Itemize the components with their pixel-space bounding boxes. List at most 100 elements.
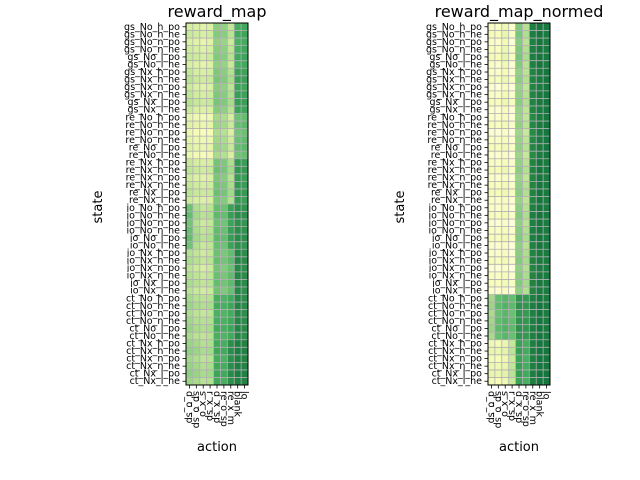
- y-tick-label: ct_Nx_l_po: [432, 369, 483, 380]
- heatmap-cell: [501, 347, 509, 356]
- heatmap-cell: [536, 332, 544, 341]
- heatmap-cell: [494, 211, 503, 220]
- heatmap-cell: [234, 294, 242, 303]
- heatmap-cell: [234, 196, 242, 205]
- heatmap-cell: [220, 302, 228, 310]
- heatmap-cell: [494, 204, 503, 212]
- heatmap-cell: [186, 151, 194, 160]
- heatmap-cell: [494, 249, 503, 258]
- heatmap-cell: [213, 317, 221, 325]
- heatmap-cell: [234, 249, 242, 258]
- heatmap-cell: [220, 173, 228, 182]
- heatmap-cell: [536, 75, 544, 84]
- heatmap-cell: [529, 211, 537, 220]
- heatmap-cell: [186, 219, 194, 227]
- heatmap-cell: [508, 377, 516, 386]
- heatmap-cell: [529, 286, 537, 295]
- heatmap-cell: [192, 38, 201, 46]
- heatmap-cell: [234, 332, 242, 341]
- heatmap-cell: [508, 271, 516, 280]
- heatmap-cell: [529, 256, 537, 265]
- heatmap-cell: [522, 83, 530, 92]
- y-tick-label: gs_No_h_ne: [124, 29, 180, 40]
- y-tick-label: gs_No_n_ne: [124, 44, 180, 55]
- heatmap-cell: [227, 286, 235, 295]
- heatmap-cell: [529, 339, 537, 348]
- y-tick-label: re_Nx_n_ne: [126, 180, 181, 191]
- heatmap-cell: [192, 23, 201, 31]
- heatmap-cell: [227, 83, 235, 92]
- heatmap-cell: [488, 302, 496, 310]
- heatmap-cell: [515, 121, 523, 129]
- heatmap-cell: [241, 166, 249, 175]
- heatmap-cell: [227, 23, 235, 31]
- heatmap-cell: [206, 83, 214, 92]
- heatmap-cell: [529, 75, 537, 84]
- heatmap-cell: [543, 196, 551, 205]
- heatmap-cell: [192, 83, 201, 92]
- heatmap-cell: [515, 302, 523, 310]
- x-tick-label: blank: [534, 391, 545, 418]
- heatmap-cell: [213, 226, 221, 235]
- heatmap-cell: [508, 211, 516, 220]
- heatmap-cell: [515, 136, 523, 144]
- heatmap-cell: [192, 75, 201, 84]
- heatmap-cell: [213, 241, 221, 250]
- heatmap-cell: [241, 30, 249, 39]
- heatmap-cell: [227, 53, 235, 62]
- heatmap-cell: [494, 196, 503, 205]
- heatmap-cell: [213, 286, 221, 295]
- heatmap-cell: [515, 30, 523, 39]
- heatmap-cell: [488, 286, 496, 295]
- heatmap-cell: [543, 347, 551, 356]
- heatmap-cell: [501, 173, 509, 182]
- heatmap-cell: [501, 249, 509, 258]
- heatmap-cell: [192, 256, 201, 265]
- heatmap-cell: [494, 143, 503, 152]
- heatmap-cell: [241, 158, 249, 167]
- heatmap-cell: [213, 362, 221, 371]
- heatmap-cell: [213, 121, 221, 129]
- heatmap-cell: [186, 234, 194, 243]
- heatmap-cell: [522, 151, 530, 160]
- heatmap-cell: [522, 362, 530, 371]
- heatmap-cell: [522, 309, 530, 318]
- heatmap-cell: [234, 38, 242, 46]
- heatmap-cell: [494, 286, 503, 295]
- heatmap-cell: [543, 38, 551, 46]
- heatmap-cell: [522, 241, 530, 250]
- heatmap-cell: [494, 271, 503, 280]
- heatmap-cell: [543, 23, 551, 31]
- y-tick-label: io_No_h_po: [429, 203, 483, 214]
- heatmap-cell: [220, 369, 228, 378]
- heatmap-cell: [220, 143, 228, 152]
- heatmap-cell: [206, 332, 214, 341]
- heatmap-cell: [543, 332, 551, 341]
- heatmap-cell: [227, 249, 235, 258]
- heatmap-cell: [536, 271, 544, 280]
- heatmap-cell: [515, 226, 523, 235]
- heatmap-cell: [227, 234, 235, 243]
- x-tick-label: d_o_sp: [485, 391, 496, 423]
- heatmap-cell: [543, 83, 551, 92]
- heatmap-cell: [522, 30, 530, 39]
- heatmap-cell: [241, 143, 249, 152]
- heatmap-cell: [220, 83, 228, 92]
- heatmap-cell: [192, 211, 201, 220]
- y-tick-label: io_Nx_n_po: [127, 263, 180, 274]
- heatmap-cell: [220, 45, 228, 54]
- y-tick-label: re_No_l_ne: [431, 150, 482, 161]
- heatmap-cell: [199, 38, 207, 46]
- heatmap-cell: [488, 128, 496, 137]
- heatmap-cell: [488, 309, 496, 318]
- heatmap-cell: [494, 105, 503, 114]
- y-tick-label: gs_No_h_po: [426, 22, 482, 33]
- heatmap-cell: [536, 234, 544, 243]
- heatmap-cell: [515, 53, 523, 62]
- heatmap-cell: [241, 377, 249, 386]
- y-tick-label: io_No_l_po: [432, 233, 482, 244]
- heatmap-cell: [529, 264, 537, 273]
- heatmap-cell: [227, 294, 235, 303]
- heatmap-cell: [515, 256, 523, 265]
